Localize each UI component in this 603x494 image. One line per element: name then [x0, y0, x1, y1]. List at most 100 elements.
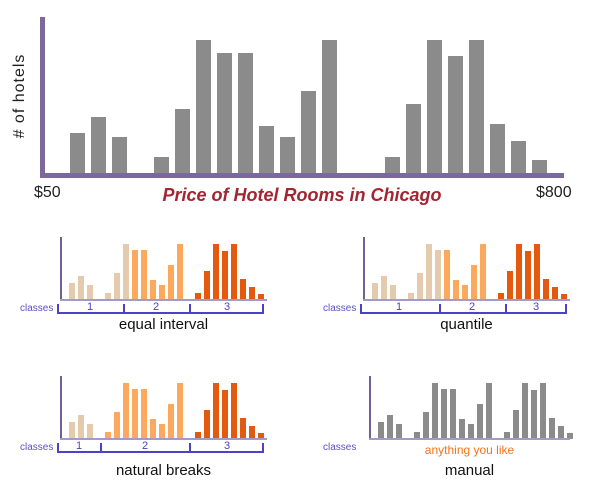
histogram-bar [240, 418, 246, 439]
y-axis [363, 237, 365, 301]
histogram-bar [141, 250, 147, 300]
histogram-bar [372, 283, 378, 300]
histogram-bar [567, 433, 573, 439]
x-axis [369, 438, 570, 440]
class-bracket: 1 2 3 [57, 440, 264, 453]
histogram-bar [78, 415, 84, 439]
classes-label: classes [20, 442, 54, 453]
histogram-bar [196, 40, 211, 173]
histogram-bar [322, 40, 337, 173]
bracket-tick [505, 304, 507, 314]
y-axis [40, 17, 45, 178]
class-bracket: 1 2 3 [360, 301, 567, 314]
histogram-bar [150, 280, 156, 300]
bracket-line [57, 312, 264, 314]
bracket-tick [57, 304, 59, 314]
mini-chart-natural-breaks: classes 1 2 3 natural breaks [20, 376, 290, 482]
x-axis-max-label: $800 [536, 184, 572, 201]
class-number: 1 [395, 301, 403, 313]
histogram-bar [498, 293, 504, 300]
bracket-line [57, 451, 264, 453]
class-number: 1 [75, 440, 83, 452]
histogram-bar [459, 419, 465, 439]
classes-label: classes [20, 303, 54, 314]
histogram-bar [105, 293, 111, 300]
histogram-bar [159, 285, 165, 300]
histogram-bar [534, 244, 540, 300]
chart-label: natural breaks [115, 462, 212, 479]
histogram-bar [532, 160, 547, 173]
histogram-bar [204, 410, 210, 439]
bracket-line [360, 312, 567, 314]
manual-note: anything you like [424, 443, 515, 457]
bracket-tick [565, 304, 567, 314]
histogram-bar [213, 244, 219, 300]
x-axis [363, 299, 570, 301]
histogram-bar [549, 418, 555, 439]
histogram-bar [426, 244, 432, 300]
histogram-bar [525, 251, 531, 300]
x-axis [40, 173, 564, 178]
histogram-bar [280, 137, 295, 173]
bracket-tick [360, 304, 362, 314]
y-axis [60, 376, 62, 440]
histogram-bar [543, 279, 549, 300]
histogram-bar [453, 280, 459, 300]
y-axis [369, 376, 371, 440]
histogram-bar [141, 389, 147, 439]
class-number: 2 [468, 301, 476, 313]
histogram-bar [231, 244, 237, 300]
x-axis [60, 438, 267, 440]
histogram-bar [504, 432, 510, 439]
main-histogram: # of hotels $50 Price of Hotel Rooms in … [0, 0, 603, 225]
histogram-bar [385, 157, 400, 173]
histogram-bar [259, 126, 274, 173]
bracket-tick [123, 304, 125, 314]
histogram-bar [450, 389, 456, 439]
histogram-bar [150, 419, 156, 439]
histogram-bar [249, 426, 255, 439]
histogram-bar [222, 390, 228, 439]
x-axis [60, 299, 267, 301]
histogram-bar [123, 244, 129, 300]
histogram-bar [480, 244, 486, 300]
bracket-tick [189, 443, 191, 453]
histogram-bar [195, 293, 201, 300]
histogram-bar [114, 273, 120, 300]
class-number: 1 [86, 301, 94, 313]
histogram-bar [249, 287, 255, 300]
histogram-bar [177, 383, 183, 439]
histogram-bar [87, 424, 93, 439]
histogram-bar [387, 415, 393, 439]
histogram-bar [513, 410, 519, 439]
class-number: 3 [223, 440, 231, 452]
histogram-bar [112, 137, 127, 173]
histogram-bar [177, 244, 183, 300]
histogram-bar [390, 285, 396, 300]
histogram-bar [432, 383, 438, 439]
histogram-bars [369, 383, 585, 439]
histogram-bar [406, 104, 421, 173]
histogram-bar [114, 412, 120, 439]
histogram-bars [60, 244, 276, 300]
bracket-tick [262, 443, 264, 453]
histogram-bar [522, 383, 528, 439]
bracket-tick [100, 443, 102, 453]
histogram-bars [0, 40, 603, 173]
histogram-bar [168, 265, 174, 300]
bracket-tick [189, 304, 191, 314]
mini-chart-quantile: classes 1 2 3 quantile [323, 237, 593, 343]
histogram-bar [462, 285, 468, 300]
histogram-bar [91, 117, 106, 173]
histogram-bar [396, 424, 402, 439]
mini-chart-manual: classes anything you like manual [323, 376, 593, 482]
histogram-bar [217, 53, 232, 173]
chart-label: manual [444, 462, 495, 479]
histogram-bar [417, 273, 423, 300]
histogram-bar [381, 276, 387, 300]
histogram-bar [486, 383, 492, 439]
histogram-bar [240, 279, 246, 300]
class-number: 2 [141, 440, 149, 452]
histogram-bar [477, 404, 483, 439]
bracket-tick [57, 443, 59, 453]
